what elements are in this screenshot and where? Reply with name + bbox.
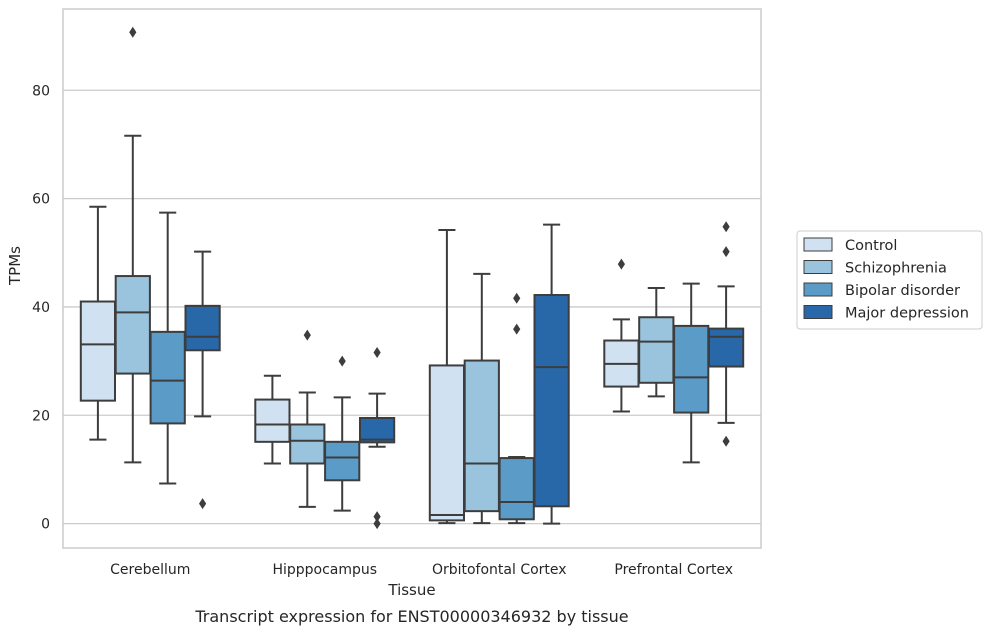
x-tick-label: Prefrontal Cortex	[614, 562, 733, 578]
plot-area	[62, 8, 762, 549]
box-body	[324, 440, 361, 482]
box-1-1	[79, 205, 117, 441]
x-tick-label: Orbitofontal Cortex	[432, 562, 567, 578]
legend-swatch	[803, 237, 833, 252]
y-tick-label: 0	[41, 517, 50, 533]
legend-label: Major depression	[845, 306, 969, 322]
box-body	[289, 423, 326, 465]
box-1-3	[149, 211, 186, 485]
box-body	[149, 330, 186, 425]
box-body	[463, 359, 500, 513]
outlier-point	[722, 246, 730, 258]
box-body	[428, 364, 466, 522]
outlier-point	[373, 511, 381, 523]
legend: Control Schizophrenia Bipolar disorder Majo…	[796, 230, 983, 330]
box-2-4	[358, 346, 396, 530]
box-2-3	[324, 355, 361, 512]
y-axis-label: TPMs	[6, 246, 24, 286]
legend-label: Control	[845, 238, 897, 254]
y-tick-label: 60	[32, 192, 50, 208]
box-body	[707, 327, 745, 368]
box-body	[673, 324, 710, 414]
outlier-point	[373, 346, 381, 358]
legend-frame	[796, 230, 983, 330]
box-body	[254, 398, 291, 443]
box-1-2	[114, 26, 151, 464]
box-body	[358, 416, 396, 444]
box-body	[184, 304, 221, 352]
box-3-4	[533, 223, 570, 525]
box-1-4	[184, 250, 221, 510]
outlier-point	[303, 329, 311, 341]
box-4-3	[673, 282, 710, 464]
box-2-2	[289, 329, 326, 508]
x-tick-label: Hipppocampus	[272, 562, 377, 578]
box-4-2	[638, 286, 675, 398]
chart-caption: Transcript expression for ENST0000034693…	[194, 607, 628, 626]
box-3-1	[428, 229, 466, 525]
outlier-point	[373, 518, 381, 530]
y-tick-label: 80	[32, 83, 50, 99]
boxes	[79, 26, 745, 530]
outlier-point	[722, 435, 730, 447]
legend-swatch	[803, 305, 833, 319]
legend-label: Schizophrenia	[845, 261, 947, 277]
outlier-point	[513, 292, 521, 304]
outlier-point	[513, 323, 521, 335]
box-3-2	[463, 272, 500, 525]
x-axis-label: Tissue	[387, 581, 435, 599]
outlier-point	[338, 355, 346, 367]
outlier-point	[199, 498, 207, 510]
x-tick-label: Cerebellum	[110, 562, 190, 578]
box-3-3	[498, 292, 535, 525]
box-4-4	[707, 221, 745, 447]
legend-swatch	[803, 260, 833, 274]
y-tick-label: 40	[32, 300, 50, 316]
y-axis-ticks: 0 20 40 60 80	[32, 83, 50, 532]
box-4-1	[603, 258, 640, 413]
outlier-point	[617, 258, 625, 270]
box-body	[114, 275, 151, 375]
legend-label: Bipolar disorder	[845, 283, 960, 299]
x-axis-ticks: Cerebellum Hipppocampus Orbitofontal Corte…	[110, 562, 733, 578]
box-body	[498, 457, 535, 521]
box-body	[638, 316, 675, 384]
outlier-point	[129, 26, 137, 38]
box-body	[533, 294, 570, 508]
box-body	[79, 300, 117, 402]
y-tick-label: 20	[32, 408, 50, 424]
legend-swatch	[803, 282, 833, 297]
outlier-point	[722, 221, 730, 233]
box-2-1	[254, 374, 291, 465]
